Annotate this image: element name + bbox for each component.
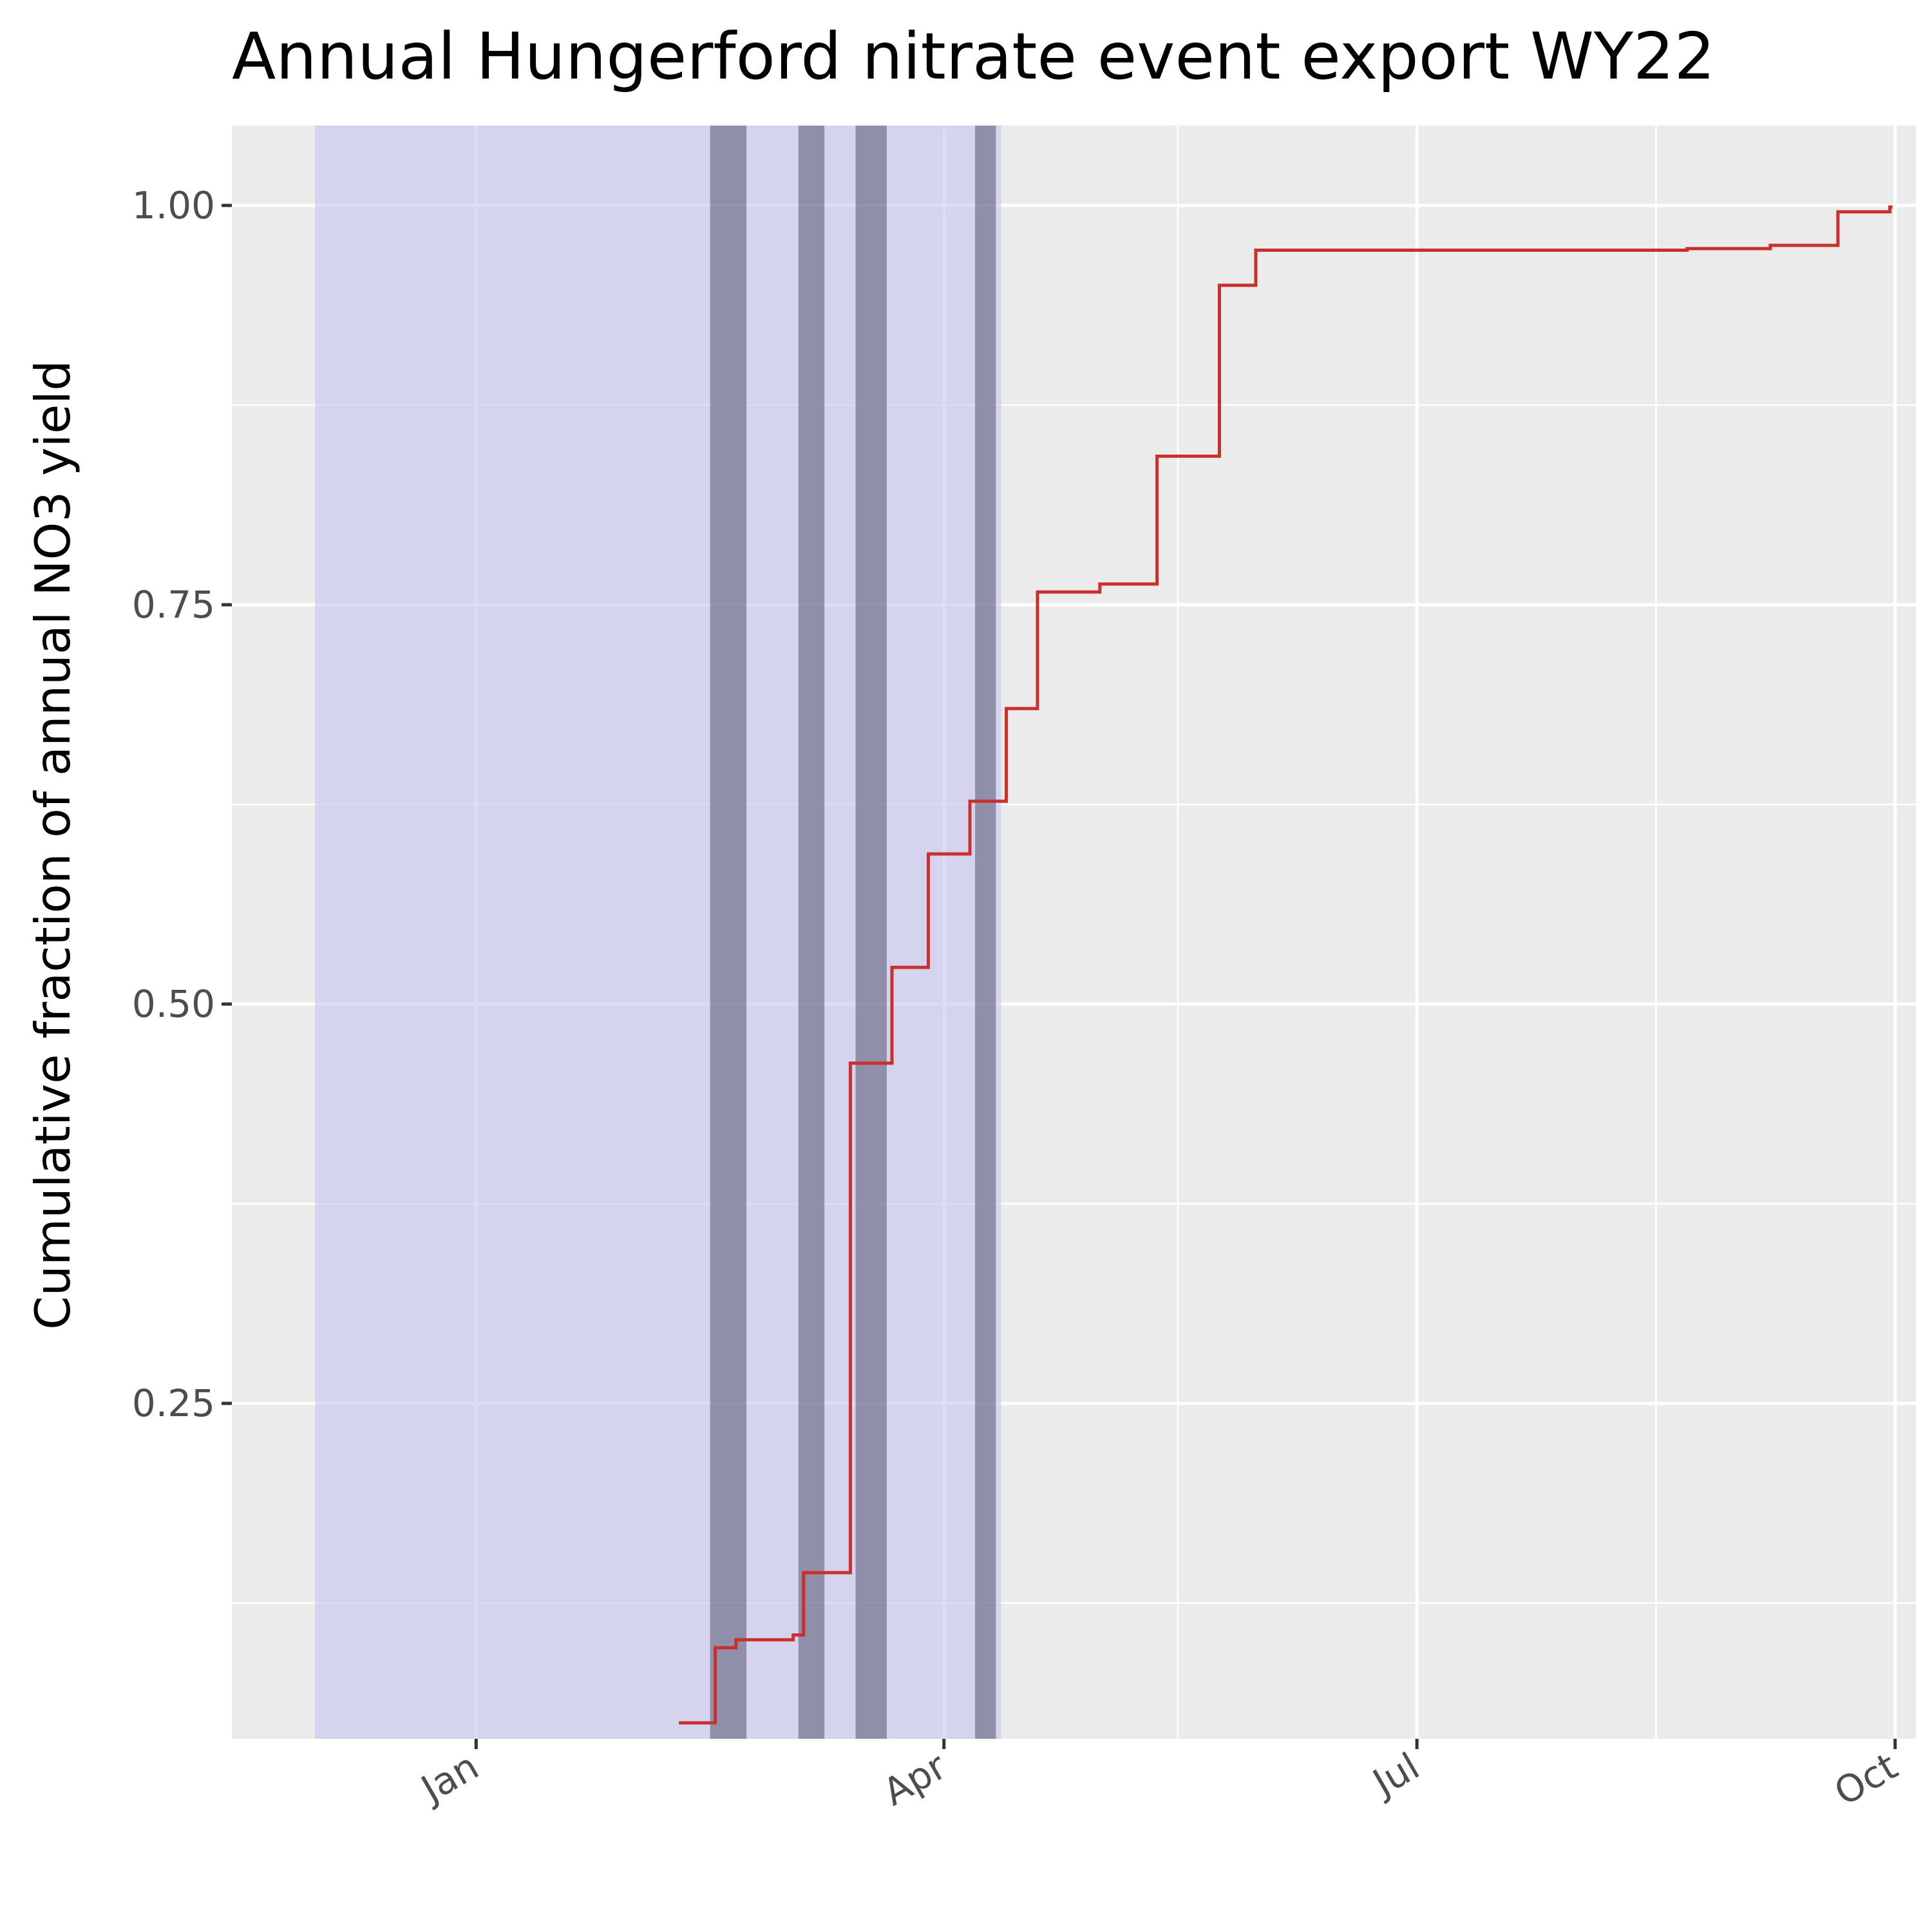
y-tick-label: 0.75 xyxy=(132,583,215,627)
event-band xyxy=(975,126,996,1739)
event-band xyxy=(710,126,747,1739)
y-tick-label: 0.25 xyxy=(132,1381,215,1425)
y-tick-label: 0.50 xyxy=(132,982,215,1026)
data-point xyxy=(892,967,893,968)
cumulative-yield-line xyxy=(679,205,1893,1725)
y-axis-label: Cumulative fraction of annual NO3 yield xyxy=(24,360,81,1330)
data-point xyxy=(1837,211,1838,212)
event-band xyxy=(855,126,887,1739)
data-point xyxy=(1255,250,1256,251)
y-tick-label: 1.00 xyxy=(132,184,215,227)
data-point xyxy=(1099,583,1100,584)
event-band xyxy=(798,126,825,1739)
chart-title: Annual Hungerford nitrate event export W… xyxy=(232,19,1715,94)
data-point xyxy=(1006,708,1007,709)
data-point xyxy=(928,853,929,854)
data-point xyxy=(1219,285,1220,286)
data-point xyxy=(1770,245,1771,246)
data-point xyxy=(970,801,971,802)
shaded-period xyxy=(315,126,1001,1739)
